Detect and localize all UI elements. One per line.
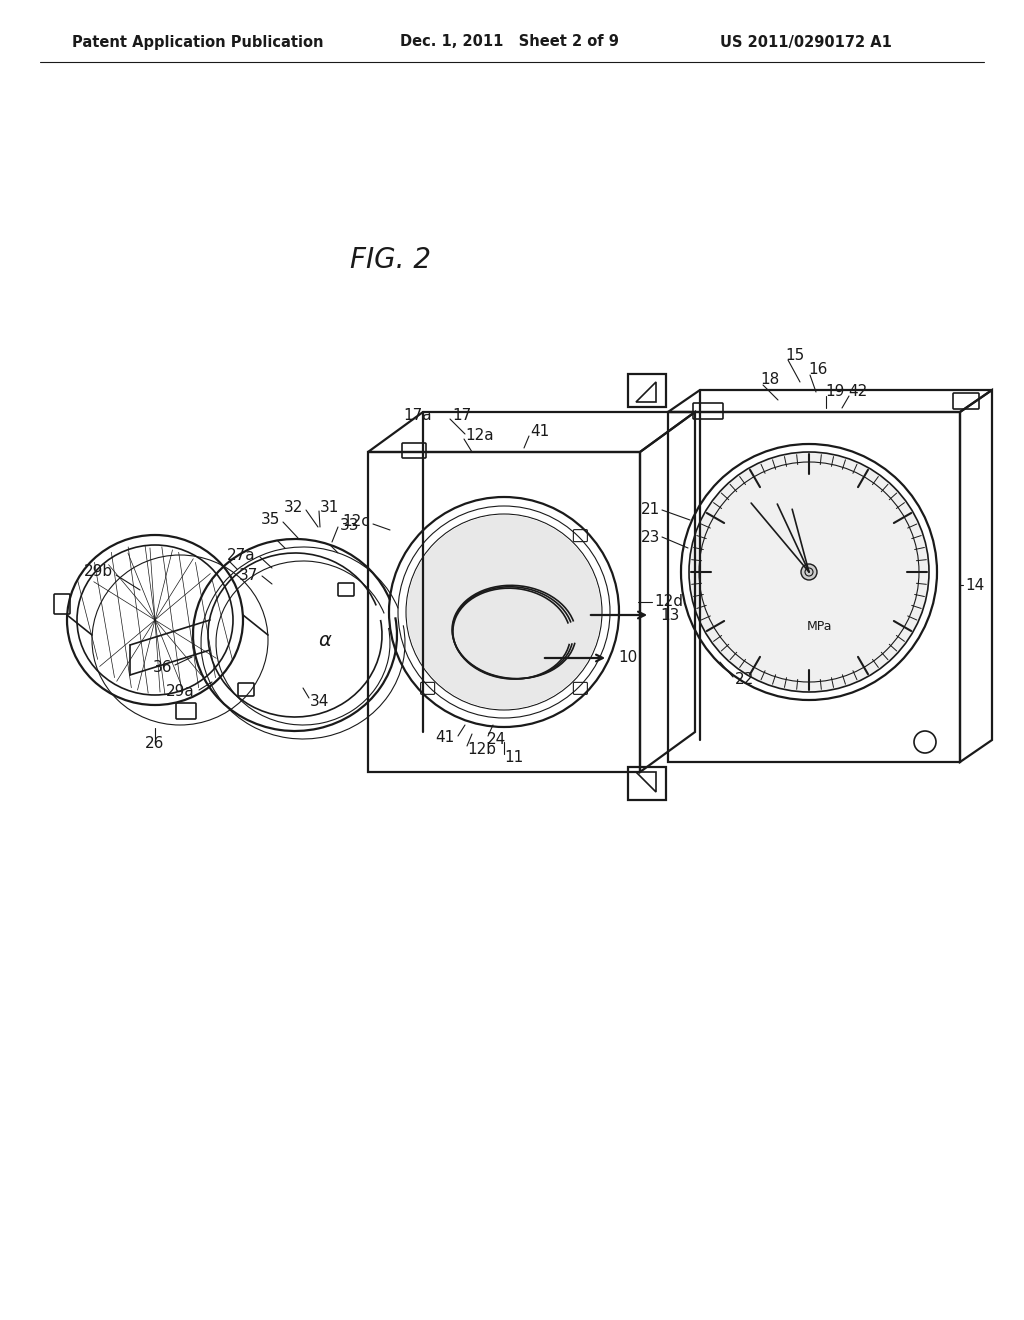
Text: 41: 41 (436, 730, 455, 746)
Text: 35: 35 (261, 512, 280, 528)
Text: 21: 21 (641, 503, 660, 517)
Text: 17a: 17a (403, 408, 432, 422)
Text: FIG. 2: FIG. 2 (349, 246, 430, 275)
Text: US 2011/0290172 A1: US 2011/0290172 A1 (720, 34, 892, 49)
Text: 19: 19 (825, 384, 845, 400)
Text: 33: 33 (340, 517, 359, 532)
Text: 42: 42 (848, 384, 867, 400)
Text: 41: 41 (530, 425, 549, 440)
Text: $\alpha$: $\alpha$ (317, 631, 333, 649)
Text: 10: 10 (618, 651, 637, 665)
Text: 14: 14 (965, 578, 984, 593)
Text: 32: 32 (284, 500, 303, 516)
Text: 12d: 12d (654, 594, 683, 610)
Text: 26: 26 (145, 735, 165, 751)
Text: 24: 24 (487, 733, 506, 747)
Circle shape (689, 451, 929, 692)
Text: Patent Application Publication: Patent Application Publication (72, 34, 324, 49)
Text: 36: 36 (153, 660, 172, 675)
Text: 12c: 12c (342, 515, 370, 529)
Text: Dec. 1, 2011   Sheet 2 of 9: Dec. 1, 2011 Sheet 2 of 9 (400, 34, 618, 49)
Text: 22: 22 (735, 672, 755, 688)
Circle shape (801, 564, 817, 579)
Text: 16: 16 (808, 363, 827, 378)
Text: 23: 23 (641, 529, 660, 544)
Text: 31: 31 (319, 500, 339, 516)
Text: 17: 17 (452, 408, 471, 422)
Text: 12a: 12a (465, 428, 494, 442)
Text: 37: 37 (239, 568, 258, 582)
Text: 18: 18 (760, 372, 779, 388)
Circle shape (407, 515, 601, 709)
Text: 34: 34 (310, 694, 330, 710)
Text: 29a: 29a (166, 685, 195, 700)
Text: 27a: 27a (227, 548, 256, 562)
Text: 29b: 29b (84, 565, 113, 579)
Text: 13: 13 (660, 607, 679, 623)
Text: 12b: 12b (467, 742, 496, 758)
Text: 15: 15 (785, 347, 804, 363)
Text: MPa: MPa (806, 620, 831, 634)
Text: 11: 11 (504, 751, 523, 766)
